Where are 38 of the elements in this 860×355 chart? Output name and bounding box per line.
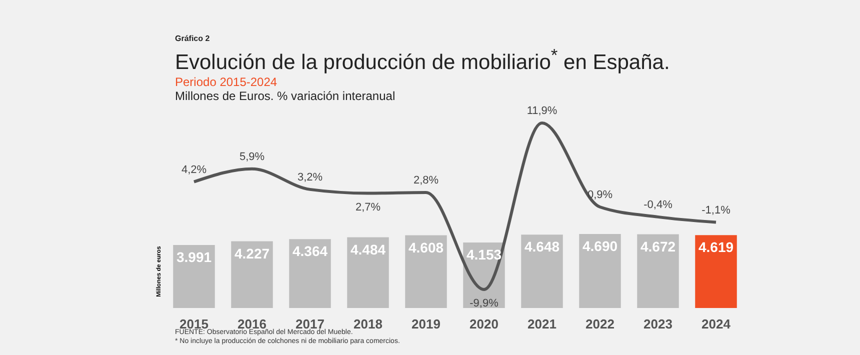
data-label: 4.690 — [582, 238, 618, 254]
x-tick-label: 2022 — [586, 316, 614, 332]
bar — [695, 235, 737, 308]
bar — [637, 234, 679, 308]
data-label: 4.619 — [698, 239, 734, 256]
bar — [405, 235, 447, 308]
data-label: 4.364 — [292, 243, 328, 260]
data-label: 4.648 — [524, 238, 560, 255]
text: Gráfico 2 — [175, 34, 211, 43]
data-label: 4.484 — [350, 241, 386, 258]
x-tick-label: 2019 — [412, 316, 440, 332]
chart-title: Evolución de la producción de mobiliario$^{*}$ en España. — [175, 44, 670, 75]
bar — [173, 245, 215, 308]
data-label: 4,2% — [181, 164, 207, 176]
bar — [231, 241, 273, 308]
data-label: 3.991 — [176, 249, 212, 266]
data-label: -0,4% — [644, 198, 673, 211]
text: Millones de Euros. % variación interanual — [175, 89, 396, 103]
x-tick-label: 2020 — [470, 316, 498, 332]
data-label: 5,9% — [239, 150, 265, 163]
data-label: 4.608 — [408, 239, 444, 256]
data-label: 4.227 — [234, 245, 270, 262]
x-tick-label: 2018 — [354, 316, 382, 332]
data-label: 2,7% — [355, 201, 381, 214]
x-tick-label: 2024 — [702, 316, 732, 332]
data-label: -9,9% — [470, 298, 499, 310]
data-label: 2,8% — [413, 174, 439, 186]
data-label: -1,1% — [702, 204, 731, 216]
data-label: 11,9% — [526, 105, 558, 117]
data-label: 4.672 — [640, 238, 676, 254]
x-tick-label: 2021 — [528, 316, 556, 332]
bar — [347, 237, 389, 308]
bar — [289, 239, 331, 308]
x-tick-label: 2023 — [644, 316, 672, 332]
bar — [521, 234, 563, 308]
bar — [579, 234, 621, 308]
data-label: 3,2% — [297, 171, 323, 184]
chart-subtitle: Periodo 2015-2024 — [175, 75, 278, 89]
